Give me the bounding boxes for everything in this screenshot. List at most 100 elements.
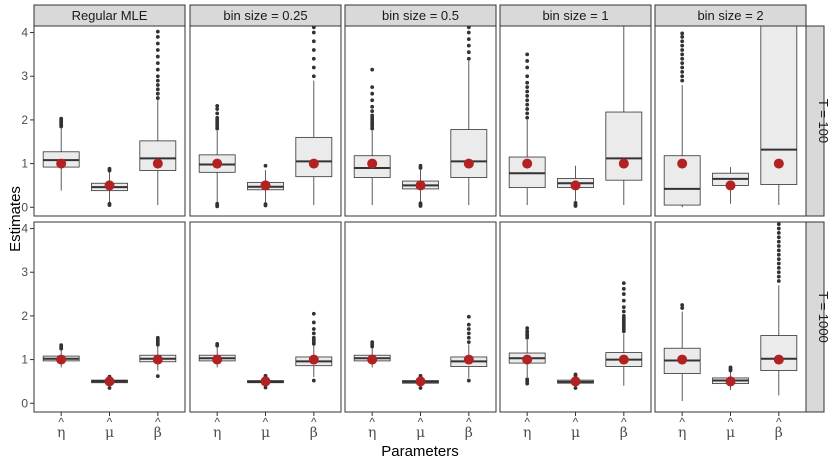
outlier-point: [466, 322, 471, 327]
true-value-point: [152, 158, 163, 169]
outlier-point: [311, 74, 316, 79]
true-value-point: [618, 158, 629, 169]
panel-border: [344, 25, 497, 217]
y-tick-label: 3: [21, 69, 28, 83]
x-tick-hat: ^: [466, 415, 472, 429]
true-value-point: [415, 180, 426, 191]
outlier-point: [418, 163, 423, 168]
true-value-point: [212, 158, 223, 169]
x-tick-hat: ^: [369, 415, 375, 429]
outlier-point: [525, 326, 530, 331]
outlier-point: [776, 270, 781, 275]
box: [760, 335, 798, 371]
outlier-point: [466, 56, 471, 61]
outlier-point: [155, 35, 160, 39]
outlier-point: [776, 239, 781, 244]
x-tick-label: μ: [261, 425, 270, 441]
y-tick-label: 1: [21, 157, 28, 171]
panel: [344, 25, 497, 217]
y-tick-label: 4: [21, 222, 28, 236]
panel: [499, 25, 652, 217]
panel-content: [508, 26, 643, 208]
facet-label-row: T = 1000: [816, 291, 830, 342]
facet-label-row: T = 100: [816, 99, 830, 143]
outlier-point: [621, 305, 626, 310]
facet-label-column: bin size = 2: [697, 8, 763, 23]
y-tick-label: 2: [21, 113, 28, 127]
x-tick-hat: ^: [728, 415, 734, 429]
outlier-point: [466, 335, 471, 340]
outlier-point: [680, 56, 685, 61]
y-axis-title: Estimates: [7, 186, 24, 252]
outlier-point: [466, 50, 471, 55]
y-tick-label: 0: [21, 200, 28, 214]
outlier-point: [525, 93, 530, 98]
outlier-point: [370, 91, 375, 96]
outlier-point: [370, 85, 375, 90]
x-tick-label: β: [775, 425, 783, 441]
outlier-point: [776, 235, 781, 240]
outlier-point: [155, 335, 160, 340]
y-tick-label: 0: [21, 396, 28, 410]
outlier-point: [525, 52, 530, 57]
outlier-point: [370, 109, 375, 114]
true-value-point: [463, 158, 474, 169]
outlier-point: [680, 52, 685, 57]
panel: [33, 25, 186, 217]
outlier-point: [525, 107, 530, 111]
panel-content: [508, 281, 643, 390]
outlier-point: [776, 257, 781, 262]
true-value-point: [260, 180, 271, 191]
outlier-point: [680, 61, 685, 66]
x-tick-hat: ^: [418, 415, 424, 429]
panel: [499, 221, 652, 413]
outlier-point: [621, 286, 626, 291]
outlier-point: [621, 309, 626, 314]
outlier-point: [525, 80, 530, 85]
outlier-point: [776, 279, 781, 283]
outlier-point: [525, 74, 530, 79]
outlier-point: [311, 320, 316, 325]
true-value-point: [463, 354, 474, 365]
box: [760, 26, 798, 185]
panel: [654, 221, 807, 413]
true-value-point: [725, 180, 736, 191]
outlier-point: [525, 98, 530, 103]
outlier-point: [155, 67, 160, 72]
outlier-point: [525, 377, 530, 382]
outlier-point: [776, 231, 781, 235]
outlier-point: [776, 274, 781, 279]
outlier-point: [155, 78, 160, 83]
x-tick-label: β: [310, 425, 318, 441]
true-value-point: [618, 354, 629, 365]
y-tick-label: 2: [21, 309, 28, 323]
outlier-point: [680, 303, 685, 307]
facet-label-column: bin size = 1: [542, 8, 608, 23]
facet-label-column: Regular MLE: [72, 8, 148, 23]
outlier-point: [680, 48, 685, 52]
outlier-point: [311, 327, 316, 331]
x-tick-label: β: [465, 425, 473, 441]
outlier-point: [525, 89, 530, 94]
outlier-point: [215, 107, 220, 111]
true-value-point: [677, 158, 688, 169]
outlier-point: [418, 201, 423, 206]
outlier-point: [370, 98, 375, 103]
true-value-point: [308, 354, 319, 365]
x-tick-hat: ^: [214, 415, 220, 429]
outlier-point: [155, 83, 160, 87]
panel-content: [663, 26, 798, 208]
panel: [344, 221, 497, 413]
outlier-point: [263, 163, 268, 168]
true-value-point: [570, 180, 581, 191]
outlier-point: [418, 386, 423, 390]
panel-content: [42, 29, 177, 207]
outlier-point: [466, 378, 471, 383]
outlier-point: [776, 222, 781, 227]
outlier-point: [107, 386, 112, 390]
y-tick-label: 1: [21, 353, 28, 367]
x-tick-hat: ^: [776, 415, 782, 429]
outlier-point: [311, 331, 316, 336]
outlier-point: [776, 244, 781, 248]
outlier-point: [621, 281, 626, 286]
